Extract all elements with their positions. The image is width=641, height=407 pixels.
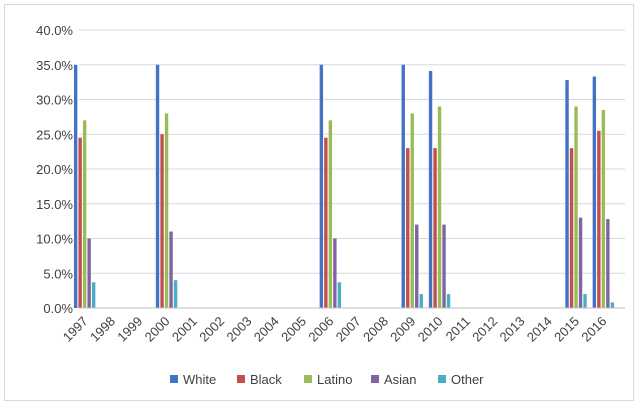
chart-frame bbox=[4, 4, 634, 401]
bar-black bbox=[324, 137, 328, 308]
bar-latino bbox=[164, 113, 169, 309]
bar-latino bbox=[601, 109, 606, 308]
bar-asian bbox=[415, 224, 419, 308]
bar-asian bbox=[333, 238, 337, 308]
bar-white bbox=[592, 76, 597, 308]
x-tick-label: 2010 bbox=[415, 314, 446, 345]
y-tick-label: 0.0% bbox=[43, 301, 73, 316]
bar-white bbox=[73, 64, 78, 308]
bar-latino bbox=[82, 120, 87, 308]
y-tick-label: 10.0% bbox=[36, 232, 73, 247]
bar-white bbox=[155, 64, 160, 308]
bar-asian bbox=[442, 224, 446, 308]
x-axis: 1997199819992000200120022003200420052006… bbox=[60, 307, 625, 345]
bar-other bbox=[446, 294, 451, 308]
x-tick-label: 2006 bbox=[305, 314, 336, 345]
bar-latino bbox=[328, 120, 333, 308]
x-tick-label: 2011 bbox=[443, 314, 473, 344]
x-tick-label: 2002 bbox=[196, 314, 227, 345]
x-tick-label: 2015 bbox=[551, 314, 582, 345]
x-tick-label: 2005 bbox=[278, 314, 309, 345]
legend-swatch-black bbox=[237, 375, 245, 383]
bar-other bbox=[419, 294, 423, 308]
bar-black bbox=[78, 137, 82, 308]
y-tick-label: 5.0% bbox=[43, 266, 73, 281]
y-tick-label: 40.0% bbox=[36, 23, 73, 38]
y-tick-label: 30.0% bbox=[36, 93, 73, 108]
bar-other bbox=[337, 282, 342, 308]
bar-other bbox=[610, 302, 615, 308]
bars bbox=[73, 64, 615, 309]
legend-swatch-white bbox=[170, 375, 178, 383]
y-tick-label: 35.0% bbox=[36, 58, 73, 73]
bar-latino bbox=[410, 113, 414, 309]
legend-swatch-latino bbox=[304, 375, 312, 383]
legend-label-black: Black bbox=[250, 372, 282, 387]
x-tick-label: 2001 bbox=[169, 314, 200, 345]
x-tick-label: 1998 bbox=[87, 314, 118, 345]
legend-label-white: White bbox=[183, 372, 216, 387]
bar-black bbox=[597, 130, 601, 308]
legend-label-other: Other bbox=[451, 372, 484, 387]
bar-white bbox=[428, 71, 433, 308]
legend: White Black Latino Asian Other bbox=[170, 372, 484, 387]
y-axis: 0.0% 5.0% 10.0% 15.0% 20.0% 25.0% 30.0% 35.0% 40… bbox=[36, 23, 73, 316]
bar-black bbox=[569, 148, 574, 308]
legend-label-asian: Asian bbox=[384, 372, 417, 387]
bar-asian bbox=[606, 219, 610, 308]
x-tick-label: 1999 bbox=[114, 314, 145, 345]
x-tick-label: 2009 bbox=[387, 314, 418, 345]
bar-black bbox=[433, 148, 437, 308]
bar-other bbox=[173, 280, 178, 308]
bar-latino bbox=[437, 106, 442, 308]
bar-asian bbox=[578, 217, 583, 308]
x-tick-label: 2004 bbox=[251, 314, 282, 345]
bar-black bbox=[406, 148, 410, 308]
x-tick-label: 2000 bbox=[142, 314, 173, 345]
bar-other bbox=[91, 282, 96, 308]
bar-white bbox=[401, 64, 405, 308]
legend-swatch-other bbox=[438, 375, 446, 383]
legend-label-latino: Latino bbox=[317, 372, 352, 387]
x-tick-label: 2014 bbox=[524, 314, 555, 345]
bar-white bbox=[319, 64, 324, 308]
bar-white bbox=[565, 80, 569, 308]
x-tick-label: 2008 bbox=[360, 314, 391, 345]
x-tick-label: 1997 bbox=[60, 314, 91, 345]
bar-latino bbox=[574, 106, 578, 308]
bar-other bbox=[583, 294, 587, 308]
y-tick-label: 25.0% bbox=[36, 127, 73, 142]
bar-asian bbox=[169, 231, 173, 308]
bar-asian bbox=[87, 238, 91, 308]
y-tick-label: 15.0% bbox=[36, 197, 73, 212]
x-tick-label: 2016 bbox=[578, 314, 609, 345]
x-tick-label: 2003 bbox=[224, 314, 255, 345]
legend-swatch-asian bbox=[371, 375, 379, 383]
y-tick-label: 20.0% bbox=[36, 162, 73, 177]
x-tick-label: 2013 bbox=[497, 314, 528, 345]
x-tick-label: 2007 bbox=[333, 314, 364, 345]
bar-black bbox=[160, 134, 164, 308]
x-tick-label: 2012 bbox=[469, 314, 500, 345]
